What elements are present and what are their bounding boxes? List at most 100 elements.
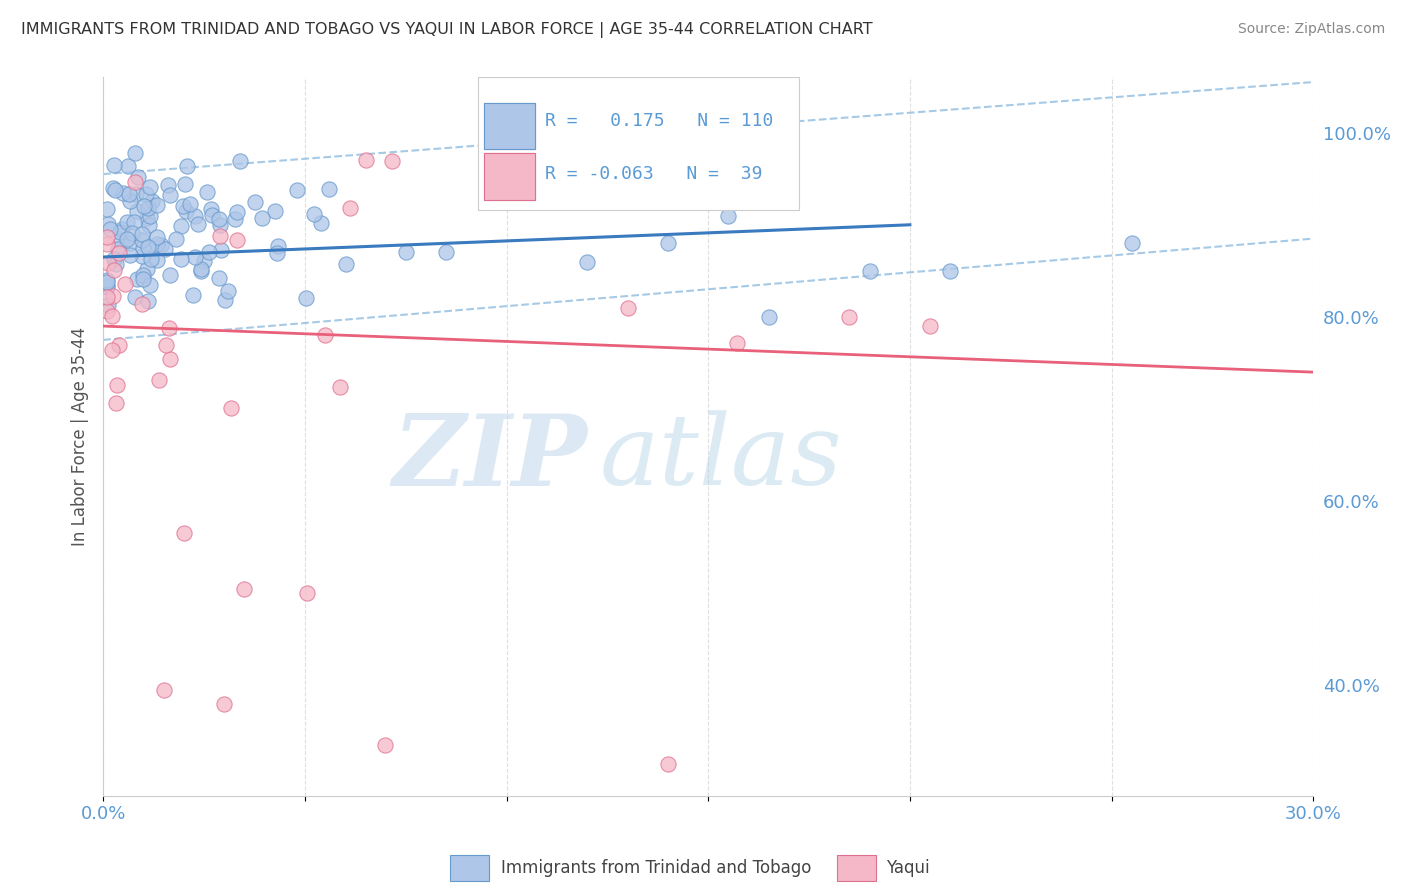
Point (314, 328, 336, 343)
Point (131, 233, 153, 247)
Point (96, 279, 118, 293)
Point (125, 204, 148, 219)
Point (838, 310, 860, 324)
Point (108, 338, 131, 352)
Point (250, 211, 273, 226)
Point (118, 187, 141, 202)
Point (118, 248, 141, 262)
Point (117, 159, 139, 173)
Point (657, 236, 679, 251)
Point (193, 253, 215, 268)
Point (214, 293, 236, 307)
Point (159, 187, 181, 202)
Point (125, 186, 148, 201)
Point (374, 738, 396, 752)
Point (657, 756, 679, 771)
Point (108, 225, 131, 239)
Point (184, 209, 207, 223)
Point (136, 240, 159, 254)
Point (100, 343, 122, 358)
Point (174, 204, 197, 219)
Text: IMMIGRANTS FROM TRINIDAD AND TOBAGO VS YAQUI IN LABOR FORCE | AGE 35-44 CORRELAT: IMMIGRANTS FROM TRINIDAD AND TOBAGO VS Y… (21, 22, 873, 38)
Text: atlas: atlas (599, 410, 842, 506)
Point (97, 255, 120, 269)
Point (1121, 236, 1143, 251)
Point (758, 310, 780, 324)
Point (295, 586, 318, 600)
Point (381, 154, 404, 169)
Point (131, 296, 153, 310)
Point (208, 271, 231, 285)
Point (96, 236, 118, 251)
Point (224, 211, 246, 226)
Point (135, 262, 157, 277)
Point (105, 257, 128, 271)
Point (170, 219, 193, 234)
Point (98, 222, 121, 236)
Point (120, 235, 142, 250)
Point (103, 181, 125, 195)
Point (146, 198, 169, 212)
Point (264, 204, 287, 219)
Point (103, 252, 125, 267)
Point (136, 201, 159, 215)
Text: Source: ZipAtlas.com: Source: ZipAtlas.com (1237, 22, 1385, 37)
Point (114, 277, 136, 291)
Point (309, 216, 332, 230)
Point (100, 309, 122, 323)
Point (266, 246, 288, 260)
Point (157, 321, 180, 335)
Point (141, 252, 163, 267)
Point (97, 298, 120, 312)
Point (172, 199, 194, 213)
Point (104, 396, 127, 410)
Point (107, 246, 129, 260)
Point (107, 242, 129, 256)
Point (208, 212, 231, 227)
Point (219, 401, 242, 416)
Point (475, 162, 498, 177)
Point (138, 277, 160, 292)
Point (225, 233, 247, 247)
Point (139, 180, 162, 194)
FancyBboxPatch shape (484, 153, 536, 200)
Point (149, 238, 172, 252)
Point (104, 182, 127, 196)
Text: Yaqui: Yaqui (886, 859, 929, 877)
Point (135, 186, 157, 201)
Point (858, 264, 880, 278)
Point (173, 526, 195, 541)
Point (138, 218, 160, 232)
Point (103, 263, 125, 277)
Point (153, 242, 176, 256)
Point (127, 169, 149, 184)
Point (96, 279, 118, 293)
Point (335, 257, 357, 271)
Point (122, 215, 145, 229)
Point (266, 239, 288, 253)
Point (200, 202, 222, 216)
Y-axis label: In Labor Force | Age 35-44: In Labor Force | Age 35-44 (72, 327, 89, 546)
Point (209, 218, 232, 232)
Point (124, 290, 146, 304)
Point (159, 352, 181, 367)
Point (157, 178, 180, 192)
Point (124, 146, 146, 161)
Point (302, 207, 325, 221)
Point (148, 373, 170, 387)
Point (96, 304, 118, 318)
Point (96, 273, 118, 287)
Point (96, 229, 118, 244)
Point (124, 175, 146, 189)
Point (152, 682, 174, 697)
Point (208, 228, 231, 243)
Point (115, 215, 138, 229)
Point (135, 211, 157, 226)
Point (198, 245, 221, 260)
Point (616, 301, 638, 315)
Point (179, 196, 201, 211)
Point (195, 185, 218, 199)
Point (96, 276, 118, 290)
Point (111, 186, 134, 201)
Point (339, 201, 361, 215)
